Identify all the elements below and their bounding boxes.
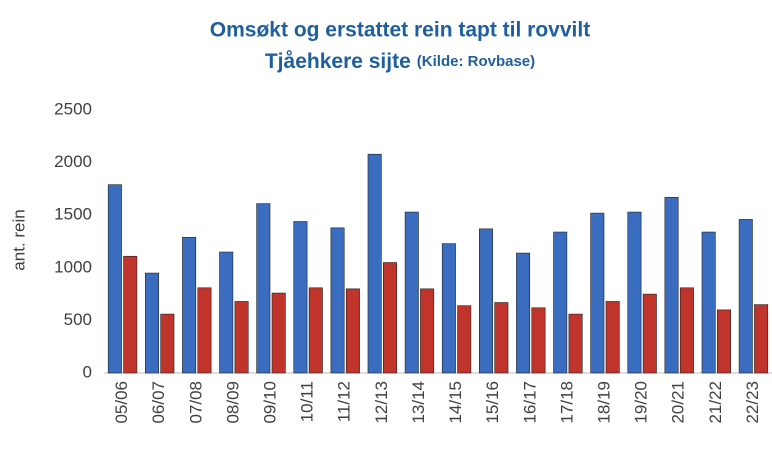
- x-tick-label: 10/11: [298, 381, 317, 422]
- bar: [345, 288, 360, 374]
- x-tick-label: 19/20: [632, 381, 651, 424]
- bar: [404, 211, 419, 374]
- y-axis-label: ant. rein: [9, 209, 28, 270]
- source: (Kilde: Rovbase): [417, 53, 535, 70]
- y-tick-label: 2500: [54, 99, 92, 118]
- bar: [256, 203, 271, 374]
- bar: [441, 243, 456, 374]
- x-tick-label: 13/14: [409, 381, 428, 424]
- x-tick-label: 14/15: [446, 381, 465, 424]
- bar: [642, 293, 657, 374]
- bar: [605, 301, 620, 374]
- bar: [516, 252, 531, 374]
- x-tick-label: 05/06: [112, 381, 131, 424]
- bar: [457, 305, 472, 374]
- bar: [308, 287, 323, 374]
- x-tick-label: 18/19: [594, 381, 613, 424]
- x-tick-label: 11/12: [335, 381, 354, 422]
- bar: [717, 309, 731, 374]
- bar: [568, 313, 583, 374]
- bar: [383, 262, 397, 374]
- bar: [679, 287, 694, 374]
- bar: [123, 255, 138, 374]
- x-tick-label: 06/07: [149, 381, 168, 424]
- y-tick-label: 1500: [54, 205, 92, 224]
- bar: [553, 231, 568, 374]
- x-tick-label: 17/18: [557, 381, 576, 424]
- x-tick-label: 15/16: [483, 381, 502, 424]
- bar: [367, 153, 382, 374]
- x-tick-label: 12/13: [372, 381, 391, 424]
- chart-subtitle: Tjåehkere sijte (Kilde: Rovbase): [265, 50, 535, 73]
- bar: [234, 301, 249, 374]
- x-tick-label: 21/22: [706, 381, 725, 424]
- bar: [664, 197, 679, 374]
- chart-title: Omsøkt og erstattet rein tapt til rovvil…: [210, 19, 590, 42]
- bar: [107, 184, 122, 374]
- x-tick-label: 09/10: [260, 381, 279, 424]
- bar: [330, 227, 345, 374]
- bar: [420, 288, 435, 374]
- subtitle: Tjåehkere sijte: [265, 50, 411, 73]
- bar: [627, 211, 642, 374]
- bar: [145, 272, 159, 374]
- x-tick-label: 07/08: [186, 381, 205, 424]
- bar: [219, 251, 234, 374]
- x-tick-label: 20/21: [669, 381, 688, 424]
- bar: [197, 287, 212, 374]
- bar: [271, 292, 286, 374]
- y-tick-label: 1000: [54, 257, 92, 276]
- bar: [479, 228, 493, 374]
- bar: [531, 307, 546, 374]
- y-tick-label: 0: [83, 362, 92, 381]
- bar: [293, 221, 308, 374]
- x-tick-label: 22/23: [743, 381, 762, 424]
- x-tick-label: 16/17: [520, 381, 539, 424]
- x-tick-label: 08/09: [223, 381, 242, 424]
- bar: [590, 212, 605, 374]
- y-tick-label: 2000: [54, 152, 92, 171]
- bar: [738, 219, 753, 374]
- bar: [182, 236, 197, 374]
- bar: [754, 304, 769, 374]
- bar: [494, 302, 509, 374]
- bar: [160, 313, 175, 374]
- y-tick-label: 500: [64, 310, 92, 329]
- bar: [701, 231, 716, 374]
